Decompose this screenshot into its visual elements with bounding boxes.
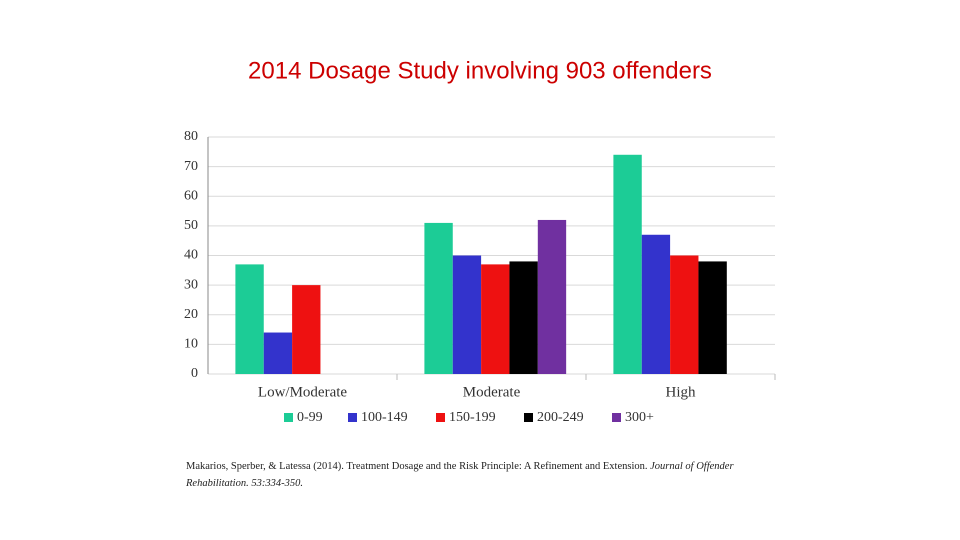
chart-title: 2014 Dosage Study involving 903 offender… <box>248 57 712 84</box>
bar <box>235 264 264 374</box>
y-tick-label: 20 <box>184 307 198 322</box>
legend-label: 100-149 <box>361 410 408 425</box>
bar <box>424 222 453 374</box>
legend-swatch <box>524 413 533 422</box>
bar <box>263 332 293 374</box>
bar <box>641 234 671 374</box>
y-tick-label: 80 <box>184 129 198 144</box>
x-tick-label: High <box>666 384 697 400</box>
legend-swatch <box>348 413 357 422</box>
x-tick-label: Moderate <box>463 384 521 400</box>
bar <box>292 285 321 374</box>
footnote: Makarios, Sperber, & Latessa (2014). Tre… <box>186 458 786 492</box>
legend-swatch <box>436 413 445 422</box>
legend-label: 0-99 <box>297 410 323 425</box>
legend-swatch <box>612 413 621 422</box>
bar <box>537 219 567 374</box>
citation-journal: Journal of Offender Rehabilitation. 53:3… <box>186 461 734 489</box>
x-tick-label: Low/Moderate <box>258 384 347 400</box>
bar <box>481 264 510 374</box>
y-tick-label: 70 <box>184 159 198 174</box>
y-tick-label: 40 <box>184 248 198 263</box>
legend-swatch <box>284 413 293 422</box>
y-tick-label: 0 <box>191 366 198 381</box>
bar <box>509 261 538 374</box>
bar <box>452 255 482 374</box>
y-tick-label: 30 <box>184 277 198 292</box>
legend-label: 300+ <box>625 410 654 425</box>
y-tick-label: 10 <box>184 337 198 352</box>
bar <box>613 154 642 374</box>
y-tick-label: 50 <box>184 218 198 233</box>
legend-label: 200-249 <box>537 410 584 425</box>
citation: Makarios, Sperber, & Latessa (2014). Tre… <box>186 461 648 472</box>
bar <box>670 255 699 374</box>
bar <box>698 261 727 374</box>
y-tick-label: 60 <box>184 188 198 203</box>
legend-label: 150-199 <box>449 410 496 425</box>
